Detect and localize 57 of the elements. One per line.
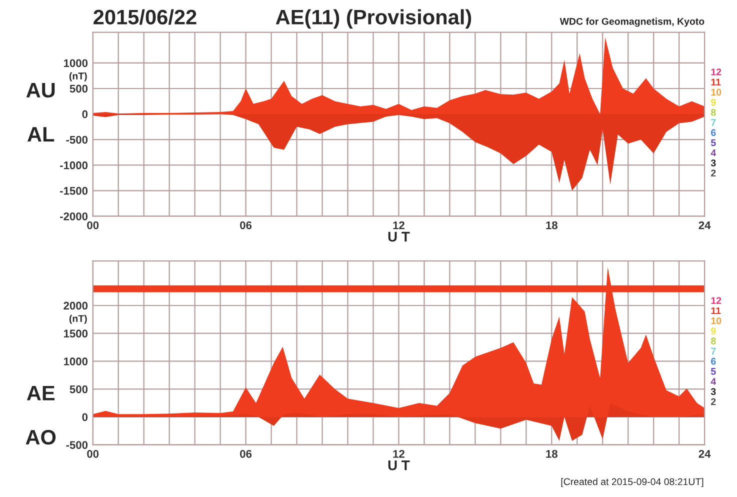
text: 3 [710, 160, 716, 166]
x-tick-label: 24 [698, 450, 711, 458]
text: 2 [711, 170, 716, 176]
text: 11 [711, 78, 721, 86]
x-tick-label: 12 [393, 221, 404, 230]
text: 4 [710, 378, 716, 385]
y-tick-label: -2000 [60, 212, 88, 220]
y-tick-label: -1000 [60, 161, 88, 170]
text: 2 [711, 398, 716, 406]
y-tick-label: 2000 [64, 302, 88, 310]
series-label: AO [26, 430, 56, 445]
x-tick-label: 00 [87, 450, 99, 458]
text: 7 [711, 348, 716, 354]
y-tick-label: 0 [82, 110, 88, 118]
y-axis-title: (nT) [69, 314, 87, 324]
x-tick-label: 06 [240, 450, 252, 458]
y-tick-label: 1500 [64, 330, 88, 338]
y-tick-label: -1500 [60, 186, 88, 195]
x-tick-label: 00 [87, 221, 99, 230]
text: [Created at 2015-09-04 08:21UT] [561, 478, 704, 488]
text: 8 [710, 108, 716, 116]
series-label: AE [26, 386, 55, 400]
x-tick-label: 06 [240, 221, 252, 230]
x-tick-label: 18 [546, 450, 558, 458]
text: 8 [710, 338, 716, 344]
text: 10 [711, 88, 722, 96]
text: 12 [711, 68, 722, 76]
x-axis-title: U T [388, 460, 410, 470]
text: 11 [711, 307, 721, 314]
y-tick-label: -500 [66, 136, 88, 144]
text: 3 [710, 388, 716, 396]
x-tick-label: 24 [698, 221, 711, 230]
series-label: AL [28, 127, 54, 142]
y-tick-label: 0 [82, 413, 88, 422]
y-tick-label: 1000 [64, 59, 88, 68]
text: 6 [711, 358, 716, 365]
text: 2015/06/22 [94, 9, 196, 25]
text: 9 [711, 98, 716, 106]
y-tick-label: 500 [70, 84, 88, 93]
y-tick-label: 1000 [64, 357, 88, 366]
series-label: AU [26, 83, 55, 98]
text: 5 [710, 368, 716, 375]
y-tick-label: 500 [70, 385, 88, 394]
x-tick-label: 18 [546, 221, 558, 230]
text: 9 [711, 327, 716, 334]
text: 7 [711, 119, 716, 126]
text: 4 [710, 150, 716, 156]
y-axis-title: (nT) [69, 72, 87, 82]
x-tick-label: 12 [393, 450, 404, 458]
x-axis-title: U T [388, 232, 410, 242]
text: WDC for Geomagnetism, Kyoto [560, 18, 704, 27]
y-tick-label: -500 [66, 441, 88, 449]
text: 5 [710, 139, 716, 146]
chart-title: AE(11) (Provisional) [276, 9, 472, 29]
text: 10 [711, 317, 722, 324]
text: 6 [711, 129, 716, 136]
text: 12 [711, 297, 722, 304]
